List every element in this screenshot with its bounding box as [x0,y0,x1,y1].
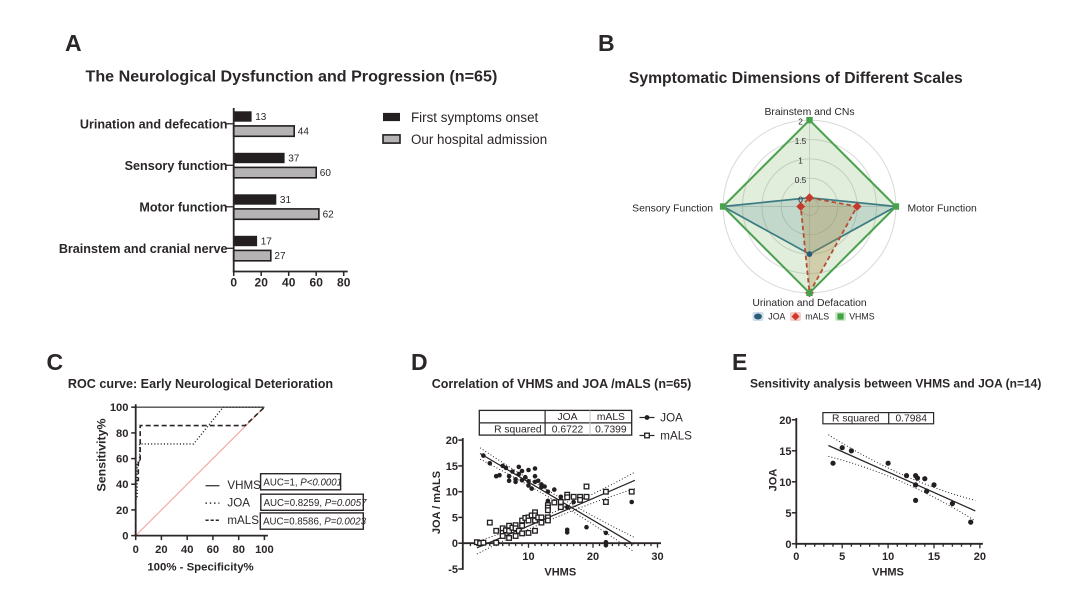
svg-text:Urination and Defacation: Urination and Defacation [752,298,867,309]
svg-text:20: 20 [255,276,269,290]
svg-text:10: 10 [522,551,534,563]
svg-text:JOA: JOA [557,412,577,423]
svg-text:Correlation of VHMS and JOA /m: Correlation of VHMS and JOA /mALS (n=65) [432,377,692,391]
svg-text:60: 60 [116,454,128,466]
svg-text:-5: -5 [448,564,458,576]
svg-text:D: D [411,349,428,375]
svg-text:5: 5 [452,512,458,524]
svg-text:62: 62 [323,210,335,221]
svg-text:0: 0 [793,551,799,563]
svg-text:0.5: 0.5 [795,175,807,185]
svg-text:80: 80 [116,428,128,440]
svg-text:60: 60 [207,544,219,556]
svg-text:30: 30 [651,551,663,563]
svg-text:10: 10 [446,487,458,499]
svg-text:15: 15 [446,461,458,473]
svg-text:Motor Function: Motor Function [908,204,978,215]
svg-text:2: 2 [798,117,803,127]
svg-text:VHMS: VHMS [849,312,875,322]
svg-text:20: 20 [155,544,167,556]
svg-text:Motor function: Motor function [139,200,227,214]
svg-text:20: 20 [974,551,986,563]
svg-text:40: 40 [282,276,296,290]
svg-text:15: 15 [779,446,791,458]
svg-text:Our hospital admission: Our hospital admission [411,132,547,147]
svg-text:mALS: mALS [227,514,259,527]
svg-text:100: 100 [110,402,129,414]
svg-text:VHMS: VHMS [872,566,904,578]
svg-text:AUC=1, P<0.0001: AUC=1, P<0.0001 [263,477,342,488]
svg-text:20: 20 [446,435,458,447]
svg-text:ROC curve: Early Neurological: ROC curve: Early Neurological Deteriorat… [68,377,333,391]
svg-text:40: 40 [116,479,128,491]
svg-text:Brainstem and CNs: Brainstem and CNs [764,107,854,118]
svg-text:0: 0 [452,538,458,550]
svg-text:JOA: JOA [768,469,780,492]
svg-text:100: 100 [255,544,274,556]
svg-text:5: 5 [785,508,791,520]
svg-text:40: 40 [181,544,193,556]
svg-text:AUC=0.8586, P=0.0023: AUC=0.8586, P=0.0023 [263,517,366,528]
svg-text:5: 5 [839,551,845,563]
svg-text:R squared: R squared [832,414,880,425]
svg-text:10: 10 [882,551,894,563]
svg-text:31: 31 [280,195,292,206]
svg-text:20: 20 [116,505,128,517]
svg-text:Symptomatic Dimensions of Diff: Symptomatic Dimensions of Different Scal… [629,70,963,87]
svg-text:0.6722: 0.6722 [552,425,584,436]
svg-text:Sensitivity analysis between V: Sensitivity analysis between VHMS and JO… [750,377,1041,391]
svg-text:80: 80 [337,276,351,290]
svg-text:100% - Specificity%: 100% - Specificity% [147,562,253,574]
svg-text:20: 20 [587,551,599,563]
svg-text:C: C [47,349,64,375]
svg-text:First symptoms onset: First symptoms onset [411,110,539,125]
svg-text:Brainstem and cranial nerve: Brainstem and cranial nerve [59,242,228,256]
svg-text:17: 17 [261,237,273,248]
svg-text:The Neurological Dysfunction a: The Neurological Dysfunction and Progres… [86,68,498,86]
svg-text:0: 0 [230,276,237,290]
svg-text:0: 0 [798,194,803,204]
svg-text:JOA: JOA [227,497,250,510]
svg-text:44: 44 [298,127,310,138]
svg-text:VHMS: VHMS [544,566,576,578]
svg-text:37: 37 [288,154,300,165]
svg-text:Urination and defecation: Urination and defecation [80,117,228,131]
svg-text:mALS: mALS [805,312,829,322]
svg-text:20: 20 [779,415,791,427]
svg-text:mALS: mALS [597,412,625,423]
svg-text:60: 60 [320,168,332,179]
svg-text:Sensitivity%: Sensitivity% [95,419,109,492]
svg-text:0.7984: 0.7984 [895,414,927,425]
svg-text:Sensory function: Sensory function [125,159,228,173]
svg-text:0.7399: 0.7399 [595,425,627,436]
svg-text:0: 0 [133,544,139,556]
svg-text:15: 15 [928,551,940,563]
svg-text:JOA: JOA [768,312,785,322]
svg-text:0: 0 [785,539,791,551]
svg-text:27: 27 [274,251,286,262]
svg-text:Sensory Function: Sensory Function [632,204,713,215]
svg-text:10: 10 [779,477,791,489]
svg-text:JOA / mALS: JOA / mALS [431,471,443,534]
svg-text:A: A [65,30,82,56]
svg-text:VHMS: VHMS [227,479,261,492]
svg-text:B: B [598,30,615,56]
svg-text:R squared: R squared [494,425,542,436]
svg-text:E: E [732,349,747,375]
svg-text:JOA: JOA [660,412,683,425]
svg-text:AUC=0.8259, P=0.0057: AUC=0.8259, P=0.0057 [264,498,367,509]
svg-text:0: 0 [122,531,128,543]
svg-text:1: 1 [798,156,803,166]
svg-text:60: 60 [310,276,324,290]
svg-text:13: 13 [255,112,267,123]
svg-text:1.5: 1.5 [795,136,807,146]
svg-text:80: 80 [232,544,244,556]
svg-text:mALS: mALS [660,430,692,443]
